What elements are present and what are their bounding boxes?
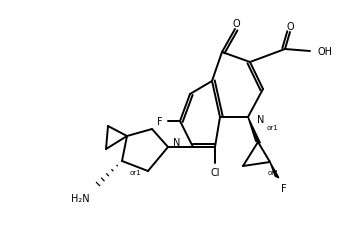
- Text: or1: or1: [268, 169, 280, 175]
- Polygon shape: [248, 118, 260, 143]
- Polygon shape: [270, 162, 279, 178]
- Text: H₂N: H₂N: [71, 193, 90, 203]
- Text: or1: or1: [130, 169, 142, 175]
- Text: F: F: [157, 116, 163, 126]
- Text: O: O: [286, 22, 294, 32]
- Text: N: N: [257, 115, 264, 125]
- Text: N: N: [173, 137, 181, 147]
- Text: F: F: [281, 183, 286, 193]
- Text: O: O: [232, 19, 240, 29]
- Text: OH: OH: [318, 47, 333, 57]
- Text: Cl: Cl: [210, 167, 220, 177]
- Text: or1: or1: [267, 125, 278, 131]
